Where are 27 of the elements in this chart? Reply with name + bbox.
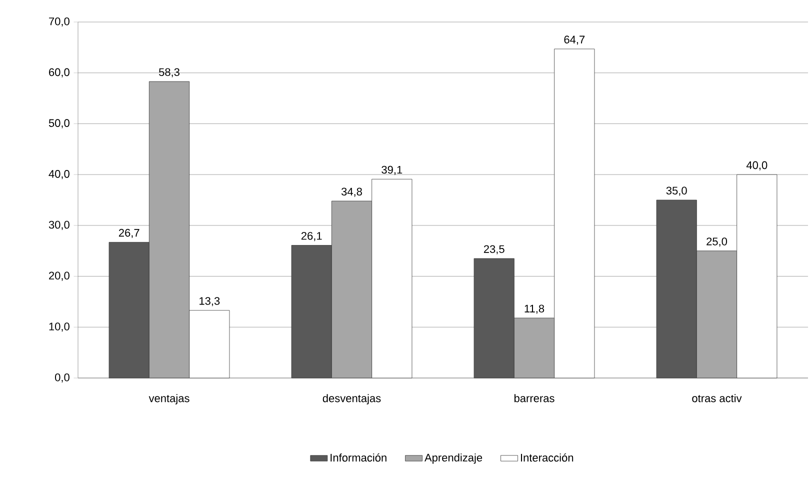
y-tick-label: 0,0 [55, 373, 70, 383]
data-label: 13,3 [200, 297, 220, 306]
y-tick-label: 30,0 [48, 220, 70, 230]
x-tick-label: ventajas [148, 394, 190, 404]
data-label: 26,7 [118, 228, 140, 238]
x-tick-label: desventajas [322, 394, 381, 404]
data-label: 40,0 [746, 161, 768, 170]
y-tick-label: 10,0 [49, 322, 70, 332]
data-label: 35,0 [666, 186, 687, 196]
x-tick-label: otras activ [692, 394, 742, 402]
data-label: 11,8 [524, 304, 544, 314]
data-label: 23,5 [484, 245, 504, 254]
data-label: 34,8 [341, 188, 362, 197]
y-tick-label: 50,0 [48, 119, 70, 128]
legend-label: Información [330, 453, 386, 462]
y-tick-label: 70,0 [49, 17, 70, 27]
y-tick-label: 40,0 [48, 170, 70, 180]
y-tick-label: 60,0 [49, 68, 70, 78]
data-label: 64,7 [564, 36, 585, 45]
data-label: 39,1 [382, 166, 402, 175]
y-tick-label: 20,0 [49, 272, 70, 281]
data-label: 25,0 [706, 238, 728, 247]
data-label: 58,3 [158, 68, 180, 78]
x-tick-label: barreras [514, 394, 554, 402]
legend-label: Interacción [520, 453, 574, 462]
legend-label: Aprendizaje [424, 453, 482, 464]
data-label: 26,1 [301, 232, 322, 242]
